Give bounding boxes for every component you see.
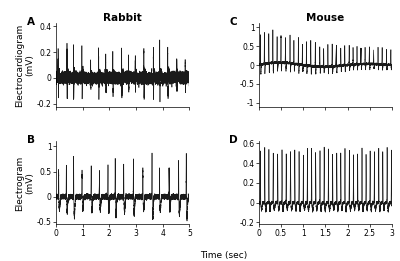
Text: Time (sec): Time (sec): [200, 251, 248, 260]
Y-axis label: Electrogram
(mV): Electrogram (mV): [15, 155, 34, 211]
Title: Rabbit: Rabbit: [103, 13, 142, 23]
Text: C: C: [229, 17, 237, 27]
Text: A: A: [27, 17, 35, 27]
Y-axis label: Electrocardiogram
(mV): Electrocardiogram (mV): [15, 23, 34, 107]
Text: D: D: [229, 135, 238, 145]
Text: B: B: [27, 135, 35, 145]
Title: Mouse: Mouse: [306, 13, 344, 23]
